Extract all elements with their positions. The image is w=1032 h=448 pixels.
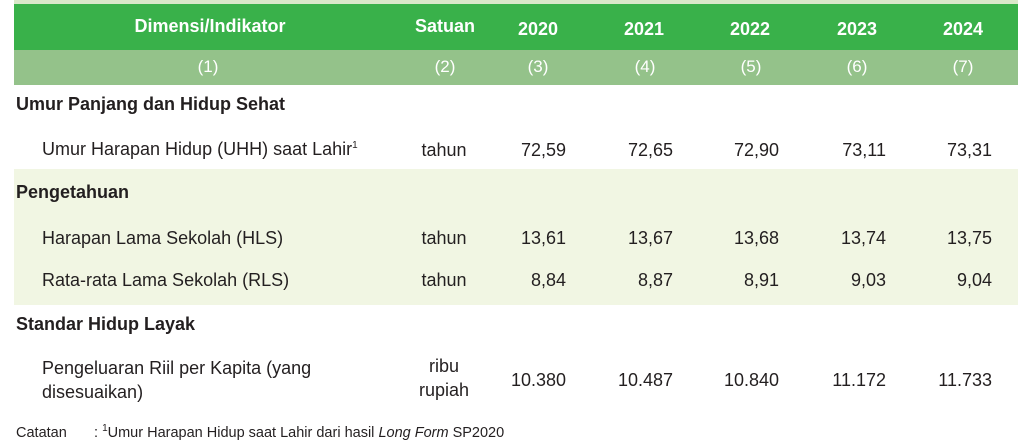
row-label-uhh-text: Umur Harapan Hidup (UHH) saat Lahir xyxy=(42,139,353,159)
row-unit-expenditure-line2: rupiah xyxy=(418,380,470,400)
header-year-2020: 2020 xyxy=(517,19,559,39)
section-title-health: Umur Panjang dan Hidup Sehat xyxy=(16,94,286,114)
row-label-expenditure-line1: Pengeluaran Riil per Kapita (yang xyxy=(42,358,312,378)
footnote-label: Catatan xyxy=(16,425,67,441)
row-label-hls: Harapan Lama Sekolah (HLS) xyxy=(42,228,284,248)
cell-expenditure-2024: 11.733 xyxy=(938,370,992,390)
header-year-2021: 2021 xyxy=(623,19,665,39)
footnote-text-before: Umur Harapan Hidup saat Lahir dari hasil xyxy=(107,425,379,441)
cell-expenditure-2021: 10.487 xyxy=(617,370,673,390)
row-label-uhh-footnote-mark: 1 xyxy=(352,140,358,151)
footnote-text-italic: Long Form xyxy=(378,425,449,441)
column-number-2: (2) xyxy=(434,57,456,76)
column-number-5: (5) xyxy=(740,57,762,76)
footnote-separator: : xyxy=(94,425,99,441)
footnote-mark: 1 xyxy=(102,423,108,435)
cell-uhh-2021: 72,65 xyxy=(627,140,673,160)
cell-hls-2022: 13,68 xyxy=(733,228,779,248)
row-unit-expenditure-line1: ribu xyxy=(428,356,460,376)
column-number-row: (1) (2) (3) (4) (5) (6) (7) xyxy=(14,50,1018,85)
row-label-expenditure-line2: disesuaikan) xyxy=(42,382,144,402)
cell-uhh-2023: 73,11 xyxy=(842,140,886,160)
cell-expenditure-2023: 11.172 xyxy=(832,370,886,390)
cell-hls-2023: 13,74 xyxy=(840,228,886,248)
row-unit-hls: tahun xyxy=(421,228,467,248)
header-unit: Satuan xyxy=(414,16,476,36)
header-indicator: Dimensi/Indikator xyxy=(134,16,286,36)
column-number-7: (7) xyxy=(952,57,974,76)
cell-rls-2023: 9,03 xyxy=(850,270,886,290)
row-unit-rls: tahun xyxy=(421,270,467,290)
column-number-6: (6) xyxy=(846,57,868,76)
row-unit-uhh: tahun xyxy=(421,140,467,160)
cell-hls-2024: 13,75 xyxy=(946,228,992,248)
footnote-text-after: SP2020 xyxy=(448,425,505,441)
footnote-text: : 1Umur Harapan Hidup saat Lahir dari ha… xyxy=(94,423,505,441)
section-title-living-standard: Standar Hidup Layak xyxy=(16,314,196,334)
cell-rls-2022: 8,91 xyxy=(743,270,779,290)
column-number-3: (3) xyxy=(527,57,549,76)
row-label-rls: Rata-rata Lama Sekolah (RLS) xyxy=(42,270,290,290)
table-header-row: Dimensi/Indikator Satuan 2020 2021 2022 … xyxy=(14,4,1018,50)
column-number-1: (1) xyxy=(197,57,219,76)
header-year-2022: 2022 xyxy=(729,19,771,39)
cell-rls-2020: 8,84 xyxy=(530,270,566,290)
cell-hls-2021: 13,67 xyxy=(627,228,673,248)
cell-uhh-2022: 72,90 xyxy=(733,140,779,160)
cell-rls-2021: 8,87 xyxy=(637,270,673,290)
cell-expenditure-2020: 10.380 xyxy=(510,370,566,390)
row-label-uhh: Umur Harapan Hidup (UHH) saat Lahir1 xyxy=(42,138,358,160)
section-band-education xyxy=(14,169,1018,305)
cell-hls-2020: 13,61 xyxy=(520,228,566,248)
column-number-4: (4) xyxy=(634,57,656,76)
cell-expenditure-2022: 10.840 xyxy=(723,370,779,390)
header-year-2023: 2023 xyxy=(836,19,878,39)
top-strip xyxy=(14,0,1018,4)
cell-rls-2024: 9,04 xyxy=(956,270,992,290)
section-title-education: Pengetahuan xyxy=(16,182,130,202)
cell-uhh-2024: 73,31 xyxy=(946,140,992,160)
cell-uhh-2020: 72,59 xyxy=(520,140,566,160)
header-year-2024: 2024 xyxy=(942,19,984,39)
